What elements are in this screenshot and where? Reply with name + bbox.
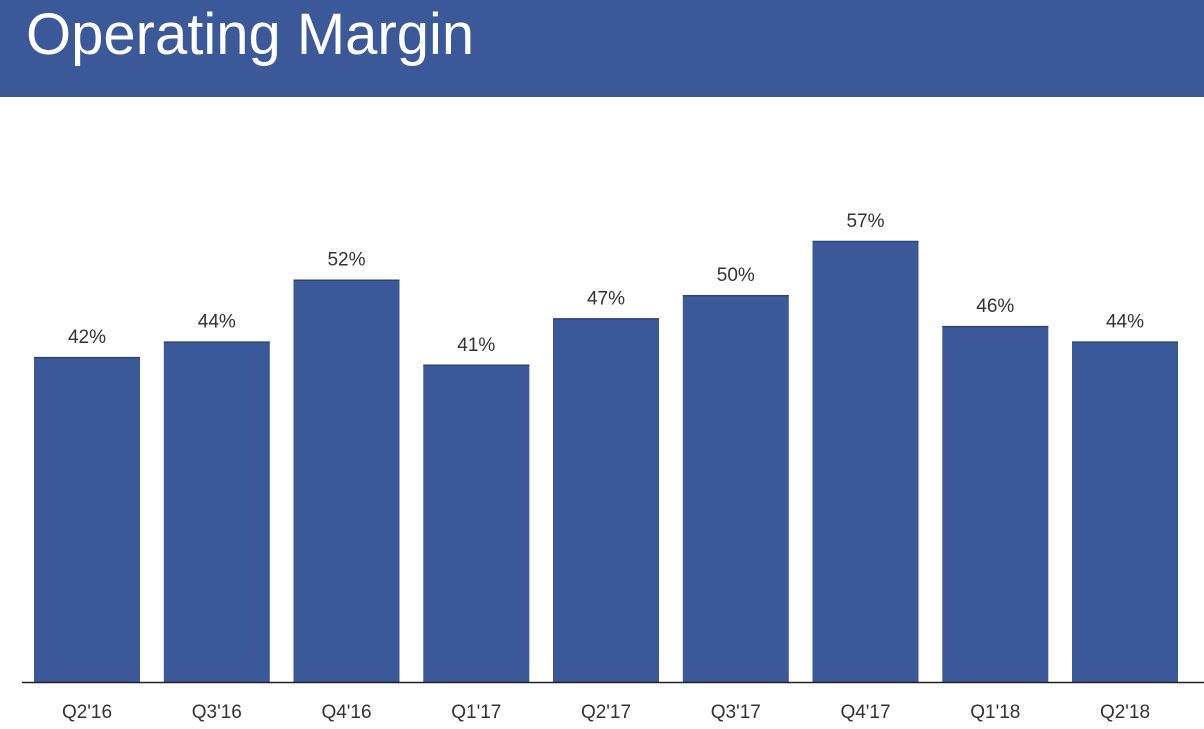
x-tick-labels-group: Q2'16 Q3'16 Q4'16 Q1'17 Q2'17 Q3'17 Q4'17 Q1'18… [62,702,1150,723]
value-labels-group: 42% 44% 52% 41% 47% 50% 57% 46% 44% [68,211,1144,356]
value-label: 50% [717,265,755,286]
value-label: 42% [68,327,106,348]
bar-7 [812,241,919,682]
value-label: 46% [976,296,1014,317]
value-label: 52% [327,250,365,271]
bar-6 [682,295,789,682]
bar-1 [34,357,140,682]
x-tick-label: Q3'17 [711,702,761,723]
value-label: 44% [1106,312,1144,333]
bar-9 [1072,341,1178,682]
value-label: 47% [587,288,625,309]
x-tick-label: Q2'16 [62,702,112,723]
bar-2 [163,341,270,682]
x-tick-label: Q4'16 [321,702,371,723]
x-tick-label: Q1'17 [451,702,501,723]
bars-group [34,240,1178,682]
value-label: 44% [198,312,236,333]
x-tick-label: Q2'18 [1100,702,1150,723]
page-title: Operating Margin [26,2,475,67]
bar-3 [293,279,400,682]
value-label: 57% [846,211,884,232]
x-tick-label: Q3'16 [192,702,242,723]
bar-5 [553,318,659,682]
x-tick-label: Q2'17 [581,702,631,723]
x-tick-label: Q1'18 [970,702,1020,723]
header-banner: Operating Margin [0,0,1204,97]
x-tick-label: Q4'17 [840,702,890,723]
bar-4 [423,364,530,682]
value-label: 41% [457,335,495,356]
bar-8 [942,326,1049,682]
operating-margin-chart: 42% 44% 52% 41% 47% 50% 57% 46% 44% Q2'16 Q3'16 Q4… [22,211,1204,723]
